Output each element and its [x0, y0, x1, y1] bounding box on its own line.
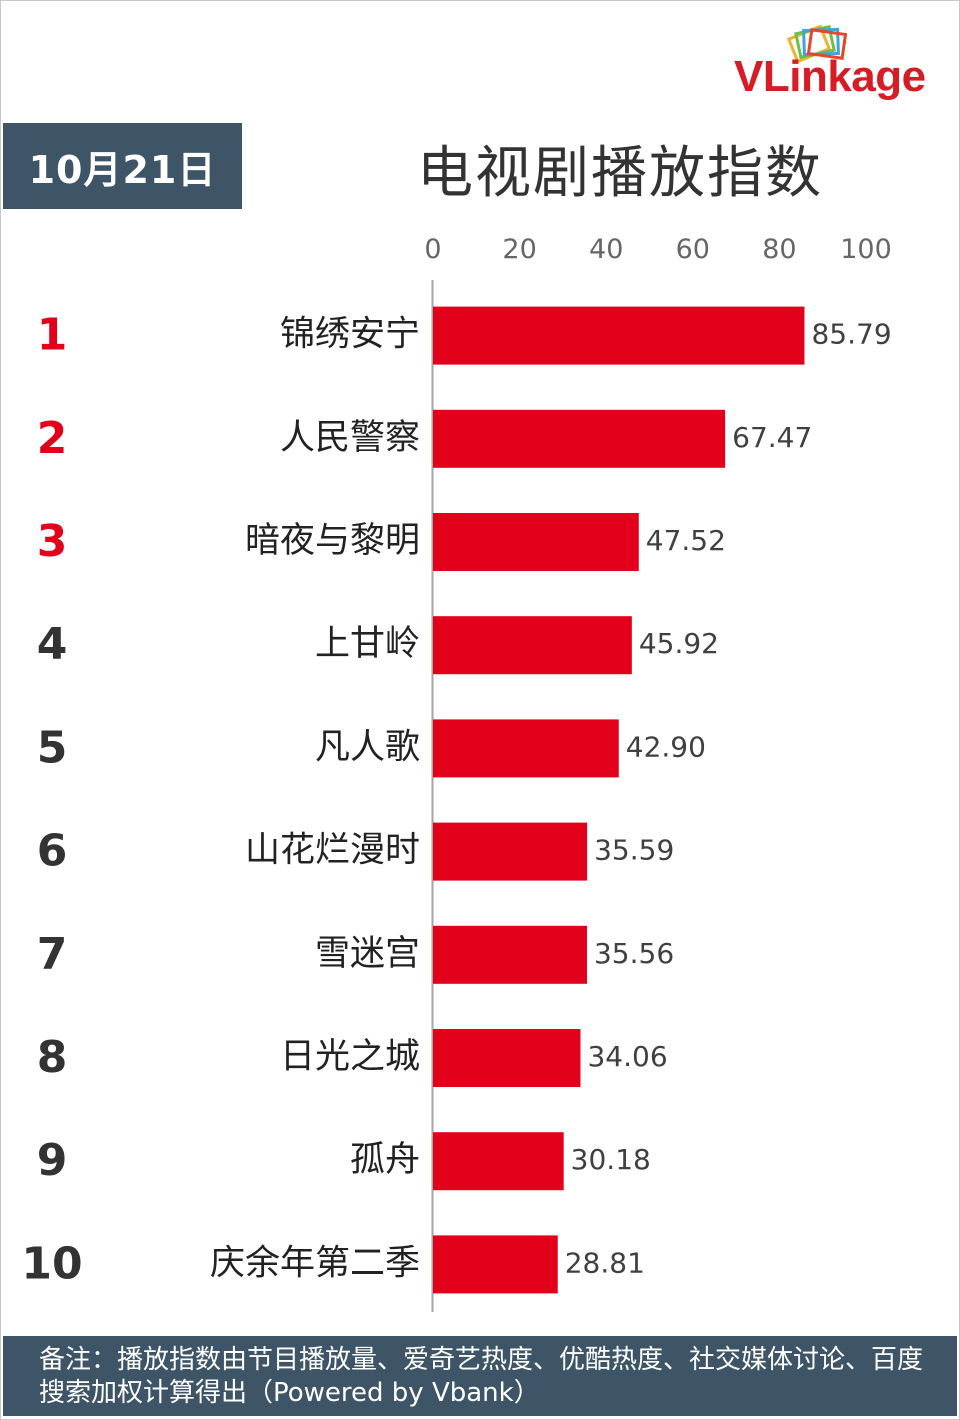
category-label: 凡人歌: [315, 727, 420, 767]
value-label: 47.52: [646, 524, 726, 557]
x-tick-label: 60: [676, 234, 710, 265]
value-label: 67.47: [732, 421, 812, 454]
category-label: 山花烂漫时: [245, 831, 420, 871]
category-label: 上甘岭: [315, 624, 420, 664]
bar: [433, 1235, 558, 1294]
rank-number: 6: [37, 826, 68, 877]
brand-name: VLinkage: [734, 52, 926, 101]
rank-number: 7: [37, 929, 68, 980]
rank-number: 1: [37, 310, 68, 361]
rank-number: 8: [37, 1032, 68, 1083]
bar: [433, 719, 619, 778]
value-label: 28.81: [565, 1246, 645, 1279]
note-text: 备注：播放指数由节目播放量、爱奇艺热度、优酷热度、社交媒体讨论、百度搜索加权计算…: [39, 1345, 924, 1408]
bar: [433, 822, 588, 881]
value-label: 35.59: [594, 834, 674, 867]
x-tick-label: 40: [589, 234, 623, 265]
cards-logo-icon: [786, 24, 848, 64]
x-tick-label: 20: [502, 234, 536, 265]
value-label: 35.56: [594, 937, 674, 970]
date-badge: 10月21日: [3, 123, 242, 209]
x-tick-label: 100: [840, 234, 892, 265]
bar: [433, 925, 587, 984]
rank-number: 10: [21, 1238, 82, 1289]
category-label: 孤舟: [350, 1140, 420, 1180]
x-tick-label: 0: [424, 234, 441, 265]
category-label: 日光之城: [280, 1037, 420, 1077]
rank-number: 5: [37, 722, 68, 773]
date-label: 10月21日: [28, 147, 217, 192]
bar: [433, 616, 632, 675]
value-label: 30.18: [571, 1143, 651, 1176]
category-label: 雪迷宫: [315, 934, 420, 974]
vlinkage-logo: VLinkage: [728, 18, 954, 104]
value-label: 45.92: [639, 627, 719, 660]
value-label: 34.06: [587, 1040, 667, 1073]
rank-number: 4: [37, 619, 68, 670]
value-label: 85.79: [811, 318, 891, 351]
rank-number: 3: [37, 516, 68, 567]
category-label: 庆余年第二季: [210, 1243, 420, 1283]
chart-title: 电视剧播放指数: [417, 141, 823, 206]
value-label: 42.90: [626, 730, 706, 763]
footer-note: 备注：播放指数由节目播放量、爱奇艺热度、优酷热度、社交媒体讨论、百度搜索加权计算…: [3, 1336, 957, 1416]
bar: [433, 1029, 581, 1087]
bar: [433, 1132, 564, 1191]
category-label: 人民警察: [280, 418, 420, 458]
bar: [433, 513, 639, 571]
rank-number: 2: [37, 413, 68, 464]
category-label: 锦绣安宁: [280, 315, 420, 355]
x-tick-label: 80: [762, 234, 796, 265]
category-label: 暗夜与黎明: [245, 521, 420, 561]
bar: [433, 409, 726, 468]
rank-number: 9: [37, 1135, 68, 1186]
bar: [433, 306, 805, 365]
